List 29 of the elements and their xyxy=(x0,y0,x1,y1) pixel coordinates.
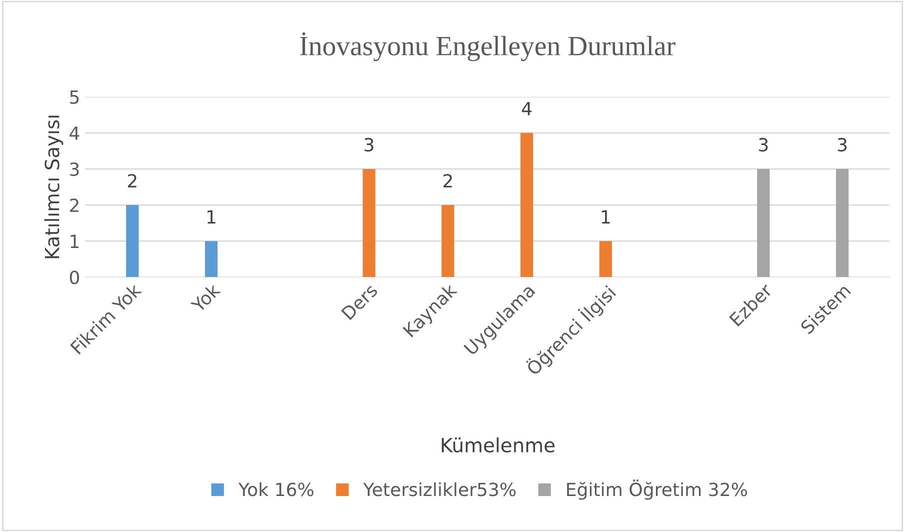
data-label: 1 xyxy=(208,210,216,224)
legend-label: Yok 16% xyxy=(238,482,314,496)
y-axis-title: Katılımcı Sayısı xyxy=(44,116,64,258)
data-label: 3 xyxy=(838,138,847,152)
bar xyxy=(362,168,376,278)
data-label: 3 xyxy=(759,138,768,152)
chart-title: İnovasyonu Engelleyen Durumlar xyxy=(300,32,676,62)
y-tick-label: 5 xyxy=(70,90,79,104)
data-label: 2 xyxy=(443,174,452,188)
bar xyxy=(520,132,534,278)
data-label: 2 xyxy=(128,174,136,188)
bar xyxy=(757,168,770,278)
bar xyxy=(126,205,139,278)
bar xyxy=(442,205,454,278)
x-tick-label: Yok xyxy=(190,282,222,314)
y-tick-label: 0 xyxy=(70,270,80,284)
bar xyxy=(836,168,849,278)
y-tick-label: 1 xyxy=(70,234,79,248)
legend-label: Yetersizlikler53% xyxy=(363,482,516,496)
y-tick-label: 3 xyxy=(70,162,79,176)
data-label: 4 xyxy=(522,102,532,116)
legend-label: Eğitim Öğretim 32% xyxy=(567,480,747,500)
data-label: 3 xyxy=(364,138,374,152)
data-label: 1 xyxy=(602,210,610,224)
y-tick-label: 4 xyxy=(70,126,80,140)
x-axis-title: Kümelenme xyxy=(442,437,555,452)
bar xyxy=(599,241,612,278)
bar xyxy=(204,241,218,278)
y-tick-label: 2 xyxy=(70,198,78,212)
